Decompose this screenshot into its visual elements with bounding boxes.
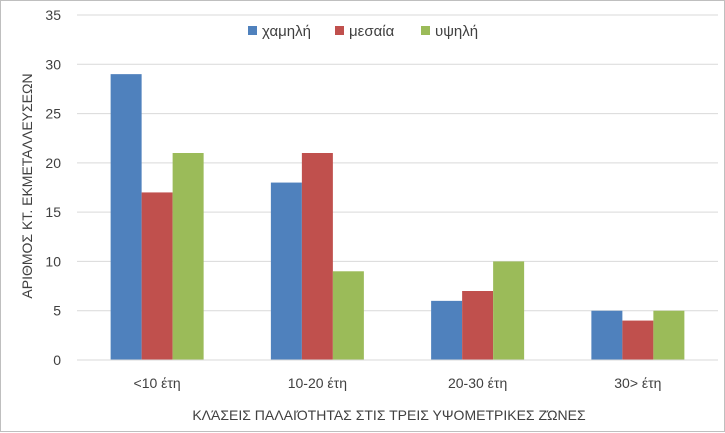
- bar-1-3: [431, 300, 463, 360]
- y-tick-label: 25: [45, 106, 61, 122]
- bar-3-3: [493, 261, 525, 360]
- legend-label: υψηλή: [435, 23, 478, 40]
- x-tick-label: 30> έτη: [614, 375, 661, 391]
- bars: [110, 74, 685, 361]
- x-tick-label: 20-30 έτη: [448, 375, 507, 391]
- y-tick-label: 20: [45, 155, 61, 171]
- y-tick-labels: 0 5 10 15 20 25 30 35: [45, 7, 61, 368]
- y-tick-label: 10: [45, 253, 61, 269]
- x-tick-labels: <10 έτη 10-20 έτη 20-30 έτη 30> έτη: [134, 375, 662, 391]
- y-tick-label: 35: [45, 7, 61, 23]
- bar-2-4: [622, 320, 654, 360]
- x-axis-label: ΚΛΆΣΕΙΣ ΠΑΛΑΙΌΤΗΤΑΣ ΣΤΙΣ ΤΡΕΙΣ ΥΨΟΜΕΤΡΙΚ…: [192, 407, 586, 423]
- legend-swatch: [421, 26, 430, 35]
- legend-label: χαμηλή: [262, 23, 311, 40]
- bar-2-3: [462, 291, 494, 360]
- x-tick-label: 10-20 έτη: [288, 375, 347, 391]
- bar-3-1: [172, 153, 204, 360]
- y-axis-label: ΑΡΙΘΜΟΣ ΚΤ. ΕΚΜΕΤΑΛΛΕΥΣΕΩΝ: [19, 73, 35, 298]
- legend: χαμηλή μεσαία υψηλή: [248, 23, 478, 40]
- y-tick-label: 30: [45, 56, 61, 72]
- bar-1-4: [591, 310, 623, 360]
- x-tick-label: <10 έτη: [134, 375, 181, 391]
- bar-2-1: [141, 192, 173, 360]
- bar-3-2: [332, 271, 364, 360]
- bar-1-2: [270, 182, 302, 360]
- legend-swatch: [248, 26, 257, 35]
- y-tick-label: 15: [45, 204, 61, 220]
- y-tick-label: 0: [53, 352, 61, 368]
- bar-2-2: [301, 153, 333, 360]
- legend-swatch: [335, 26, 344, 35]
- y-tick-label: 5: [53, 303, 61, 319]
- bar-1-1: [110, 74, 142, 361]
- legend-label: μεσαία: [349, 23, 395, 40]
- bar-3-4: [653, 310, 685, 360]
